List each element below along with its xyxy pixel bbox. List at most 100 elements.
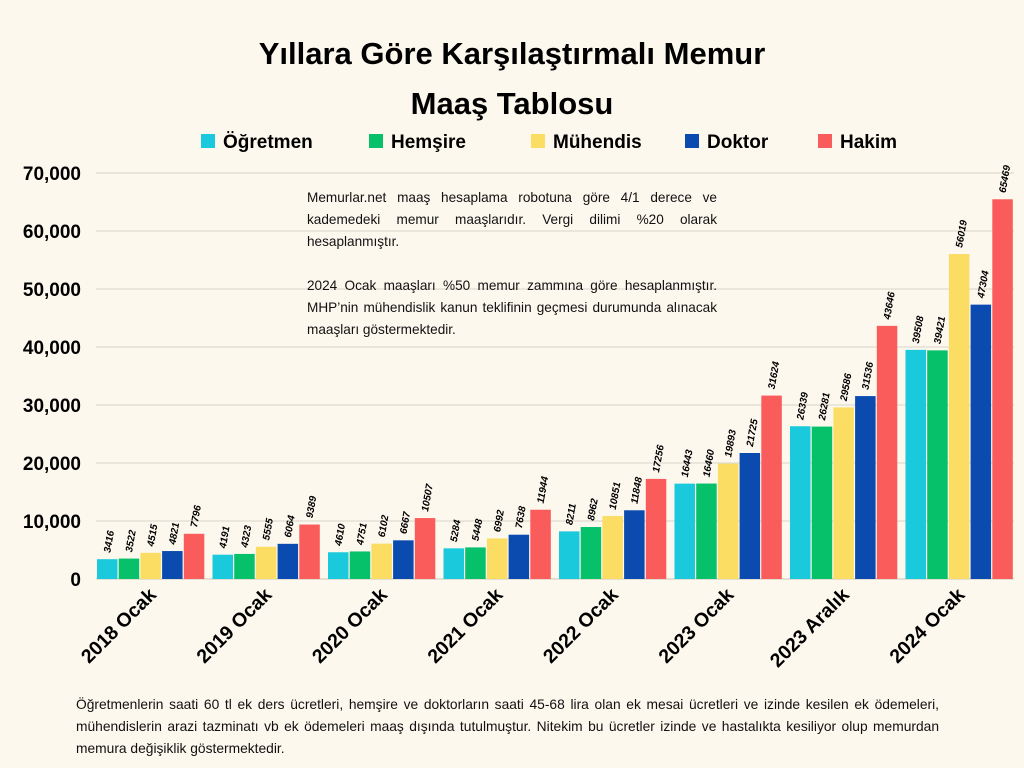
data-label: 7796	[189, 504, 204, 528]
x-tick-label: 2022 Ocak	[539, 584, 623, 668]
y-tick-label: 0	[70, 570, 81, 591]
data-label: 6667	[398, 511, 413, 535]
bar-3-4	[624, 510, 645, 579]
data-label: 3416	[102, 529, 117, 553]
data-label: 10851	[608, 481, 624, 511]
chart-data-labels: 3416 3522 4515 4821 7796 4191 4323 5555 6064 9389…	[102, 164, 1013, 554]
chart-legend: Öğretmen Hemşire Mühendis Doktor Hakim	[201, 132, 897, 153]
bar-0-5	[674, 483, 695, 579]
y-tick-label: 10,000	[23, 512, 81, 533]
bar-4-3	[530, 509, 551, 579]
bar-4-4	[645, 478, 667, 579]
bar-0-0	[97, 559, 118, 579]
footer-note: Öğretmenlerin saati 60 tl ek ders ücretl…	[76, 697, 939, 756]
bar-3-5	[739, 452, 761, 579]
bar-1-6	[811, 426, 833, 579]
data-label: 5555	[261, 517, 276, 541]
data-label: 4191	[218, 525, 233, 550]
legend-swatch	[201, 134, 215, 148]
data-label: 8211	[564, 502, 579, 526]
legend-label: Hemşire	[391, 132, 466, 153]
legend-swatch	[818, 134, 832, 148]
bar-2-0	[140, 552, 161, 579]
data-label: 47304	[976, 269, 992, 300]
bar-1-1	[234, 553, 255, 579]
bar-0-3	[443, 548, 464, 579]
data-label: 39421	[933, 315, 949, 345]
y-tick-label: 30,000	[23, 396, 81, 417]
bar-1-3	[465, 547, 486, 579]
data-label: 5448	[471, 518, 486, 542]
data-label: 6992	[492, 509, 507, 533]
bar-2-2	[371, 543, 392, 579]
bar-3-2	[393, 540, 414, 579]
bar-0-7	[905, 349, 926, 579]
bar-1-4	[580, 527, 602, 579]
data-label: 65469	[998, 164, 1014, 194]
bar-0-2	[328, 552, 349, 579]
data-label: 8962	[586, 497, 601, 521]
chart-note-paragraph-1: Memurlar.net maaş hesaplama robotuna gör…	[307, 190, 717, 249]
chart-note: Memurlar.net maaş hesaplama robotuna gör…	[307, 187, 717, 341]
legend-swatch	[531, 134, 545, 148]
legend-label: Doktor	[707, 132, 769, 153]
chart-title-line-1: Yıllara Göre Karşılaştırmalı Memur	[259, 36, 766, 71]
bar-4-7	[992, 199, 1013, 580]
data-label: 39508	[911, 315, 927, 345]
x-tick-label: 2019 Ocak	[192, 584, 276, 668]
x-tick-label: 2024 Ocak	[885, 584, 969, 668]
bar-2-5	[717, 463, 739, 579]
chart-bars	[97, 199, 1013, 580]
bar-0-6	[790, 426, 811, 579]
data-label: 56019	[954, 219, 970, 249]
data-label: 16460	[702, 448, 718, 478]
data-label: 5284	[449, 519, 464, 543]
data-label: 4751	[355, 522, 370, 547]
data-label: 3522	[124, 529, 139, 553]
bar-2-4	[602, 516, 623, 579]
bar-3-7	[970, 304, 992, 579]
chart-gridlines	[96, 172, 1014, 580]
data-label: 29586	[839, 372, 855, 403]
data-label: 17256	[651, 444, 667, 474]
bar-4-2	[414, 518, 436, 579]
x-axis: 2018 Ocak 2019 Ocak 2020 Ocak 2021 Ocak 2022…	[77, 584, 969, 672]
bar-3-1	[277, 543, 299, 579]
bar-2-6	[833, 407, 854, 579]
bar-4-0	[183, 533, 205, 579]
data-label: 31536	[860, 361, 876, 391]
legend-label: Mühendis	[553, 132, 642, 153]
data-label: 10507	[420, 483, 436, 513]
x-tick-label: 2020 Ocak	[308, 584, 392, 668]
data-label: 4323	[239, 524, 254, 549]
y-tick-label: 50,000	[23, 280, 81, 301]
bar-2-3	[486, 538, 508, 579]
data-label: 21725	[745, 418, 761, 449]
data-label: 11944	[536, 475, 552, 504]
bar-0-1	[212, 554, 233, 579]
x-tick-label: 2023 Aralık	[766, 584, 854, 672]
data-label: 11848	[629, 476, 645, 505]
y-tick-label: 40,000	[23, 338, 81, 359]
data-label: 6102	[377, 514, 392, 538]
data-label: 19893	[723, 428, 739, 458]
legend-swatch	[685, 134, 699, 148]
legend-swatch	[369, 134, 383, 148]
data-label: 4821	[167, 521, 182, 546]
bar-4-5	[761, 395, 782, 579]
y-axis: 0 10,000 20,000 30,000 40,000 50,000 60,000 70,…	[23, 164, 81, 591]
legend-label: Hakim	[840, 132, 897, 153]
data-label: 16443	[680, 448, 696, 478]
x-tick-label: 2018 Ocak	[77, 584, 161, 668]
y-tick-label: 60,000	[23, 222, 81, 243]
chart-title-line-2: Maaş Tablosu	[411, 86, 614, 121]
bar-1-5	[696, 483, 717, 579]
bar-4-6	[876, 325, 898, 579]
data-label: 6064	[283, 514, 298, 538]
bar-3-6	[855, 396, 876, 579]
x-tick-label: 2023 Ocak	[654, 584, 738, 668]
y-tick-label: 20,000	[23, 454, 81, 475]
bar-0-4	[559, 531, 580, 579]
data-label: 26281	[817, 391, 833, 422]
